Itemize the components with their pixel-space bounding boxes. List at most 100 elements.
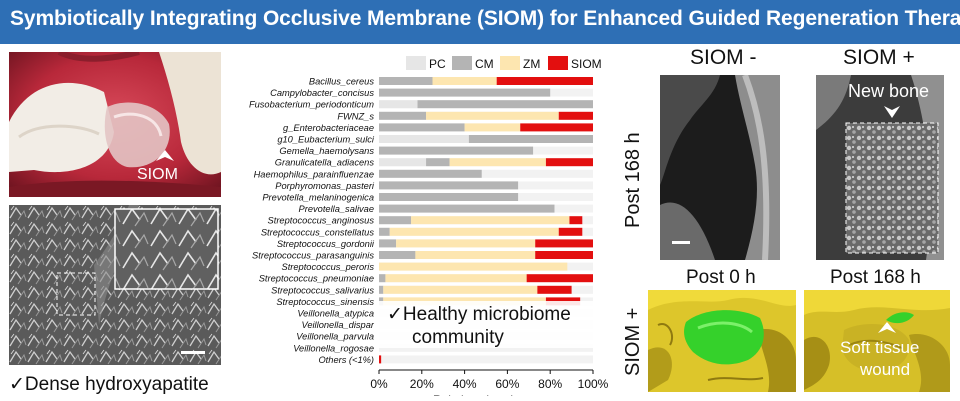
bar-track: [379, 169, 593, 178]
bar-segment-zm: [426, 111, 559, 120]
bar-segment-cm: [417, 100, 593, 109]
bar-segment-siom: [535, 239, 593, 248]
bar-segment-siom: [569, 216, 583, 225]
category-label: Streptococcus_parasanguinis: [252, 251, 374, 261]
category-label: g_Enterobacteriaceae: [283, 123, 374, 133]
bar-segment-cm: [379, 274, 386, 283]
render-post168-graphic: [804, 290, 950, 392]
category-label: Streptococcus_gordonii: [277, 239, 375, 249]
col-left-title: SIOM -: [690, 46, 757, 69]
bar-segment-zm: [449, 158, 546, 167]
render-post0-graphic: [648, 290, 796, 392]
bar-segment-zm: [383, 285, 538, 294]
bar-segment-cm: [379, 181, 519, 190]
category-label: Streptococcus_peroris: [282, 262, 375, 272]
banner-title: Symbiotically Integrating Occlusive Memb…: [10, 7, 960, 30]
category-label: Streptococcus_constellatus: [261, 227, 375, 237]
legend-label-pc: PC: [429, 57, 446, 71]
annotation-backdrop: [374, 301, 604, 348]
wound-arrow-icon: [878, 322, 896, 333]
bar-segment-cm: [379, 169, 482, 178]
bar-segment-cm: [379, 251, 416, 259]
bar-segment-pc: [379, 158, 427, 167]
legend-label-siom: SIOM: [571, 57, 602, 71]
bar-segment-siom: [558, 111, 593, 120]
bar-segment-cm: [426, 158, 450, 167]
bar-segment-siom: [526, 274, 593, 283]
bar-segment-zm: [389, 227, 559, 236]
sem-texture: [9, 205, 221, 365]
ct-siom-plus: New bone: [816, 75, 944, 260]
legend-swatch-zm: [500, 56, 520, 70]
bar-segment-zm: [415, 251, 536, 259]
legend-swatch-cm: [452, 56, 472, 70]
x-tick-label: 20%: [410, 377, 434, 391]
category-label: Veillonella_rogosae: [293, 343, 374, 353]
bar-segment-cm: [379, 77, 433, 85]
wound-label-line-1: Soft tissue: [840, 338, 920, 357]
category-label: FWNZ_s: [337, 111, 374, 121]
x-tick-label: 80%: [538, 377, 562, 391]
col-right-title: SIOM +: [843, 46, 915, 69]
row-label-post168: Post 168 h: [622, 132, 644, 228]
bar-segment-cm: [379, 216, 412, 225]
title-banner: Symbiotically Integrating Occlusive Memb…: [0, 0, 960, 44]
wound-label-line-2: wound: [860, 360, 911, 379]
ct-minus-graphic: [660, 75, 780, 260]
clinical-photo: SIOM: [9, 52, 221, 197]
x-axis-title: Relative abundance: [433, 393, 539, 396]
row-label-siom-plus: SIOM +: [622, 307, 644, 376]
annotation-line-2: community: [412, 327, 504, 348]
bar-segment-pc: [379, 135, 469, 143]
bar-segment-cm: [379, 88, 551, 97]
annotation-line-1: ✓Healthy microbiome: [387, 304, 571, 325]
bar-segment-siom: [537, 285, 572, 294]
category-label: Streptococcus_anginosus: [268, 216, 375, 226]
render-post0: [648, 290, 796, 392]
category-label: Veillonella_parvula: [296, 332, 374, 342]
bar-segment-cm: [379, 204, 555, 213]
bar-segment-cm: [379, 111, 427, 120]
category-label: Gemella_haemolysans: [279, 146, 374, 156]
bottom-left-title: Post 0 h: [686, 267, 756, 288]
category-label: Veillonella_atypica: [297, 309, 374, 319]
bar-segment-cm: [379, 227, 390, 236]
abundance-chart: PC CM ZM SIOM Bacillus_cereusCampylobacter_…: [249, 56, 609, 396]
category-label: Campylobacter_concisus: [270, 88, 374, 98]
legend-swatch-siom: [548, 56, 568, 70]
category-label: Granulicatella_adiacens: [275, 158, 375, 168]
category-label: Streptococcus_pneumoniae: [259, 274, 374, 284]
category-label: Bacillus_cereus: [309, 77, 374, 87]
bar-segment-siom: [379, 355, 382, 364]
bar-segment-siom: [535, 251, 593, 259]
legend-label-cm: CM: [475, 57, 494, 71]
x-tick-label: 40%: [453, 377, 477, 391]
category-label: g10_Eubacterium_sulci: [277, 135, 375, 145]
category-label: Prevotella_melaninogenica: [262, 193, 374, 203]
bar-segment-cm: [379, 146, 534, 155]
bottom-right-title: Post 168 h: [830, 267, 921, 288]
category-label: Prevotella_salivae: [299, 204, 374, 214]
chart-legend: PC CM ZM SIOM: [406, 56, 602, 71]
x-tick-label: 100%: [578, 377, 609, 391]
bar-segment-zm: [411, 216, 570, 225]
ct-siom-minus: [660, 75, 780, 260]
ct-plus-graphic: [816, 75, 944, 260]
category-label: Streptococcus_sinensis: [276, 297, 374, 307]
category-label: Veillonella_dispar: [301, 320, 374, 330]
render-post168: Soft tissue wound: [804, 290, 950, 392]
bar-segment-cm: [379, 239, 397, 248]
category-label: Porphyromonas_pasteri: [275, 181, 375, 191]
bar-segment-cm: [468, 135, 593, 143]
bar-segment-siom: [520, 123, 593, 132]
bar-segment-cm: [379, 123, 465, 132]
category-label: Haemophilus_parainfluenzae: [254, 169, 374, 179]
x-tick-label: 60%: [495, 377, 519, 391]
bar-track: [379, 355, 593, 364]
new-bone-arrow-icon: [884, 106, 900, 118]
bar-segment-cm: [379, 285, 384, 294]
new-bone-label: New bone: [848, 81, 930, 101]
chart-x-axis: 0% 20% 40% 60% 80% 100% Relative abundance: [370, 369, 609, 396]
legend-label-zm: ZM: [523, 57, 540, 71]
